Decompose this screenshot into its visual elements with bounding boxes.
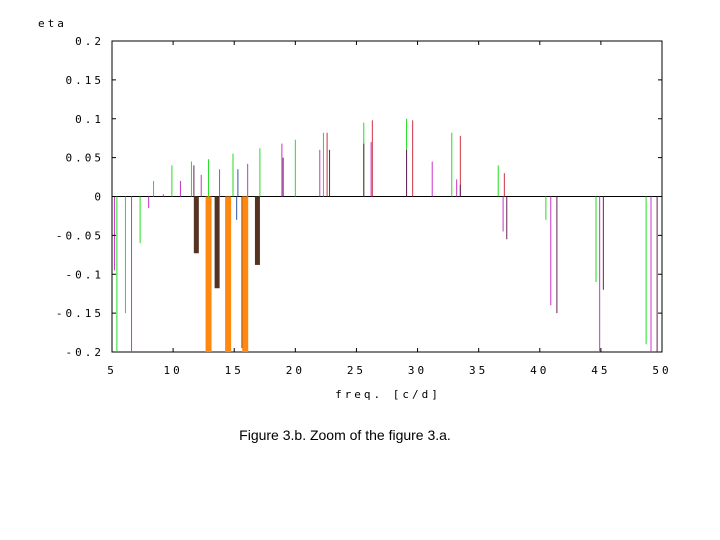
bar-mark — [200, 174, 202, 197]
x-tick-label: 5 — [107, 364, 117, 377]
bar-mark — [242, 196, 249, 352]
bar-mark — [139, 196, 141, 244]
bar-mark — [148, 196, 150, 209]
bar-mark — [459, 184, 461, 197]
axis-ticks — [111, 40, 663, 353]
bar-mark — [556, 196, 558, 314]
bar-mark — [329, 149, 331, 197]
bar-mark — [506, 196, 508, 240]
bar-mark — [645, 196, 647, 345]
chart-bars — [113, 118, 658, 352]
x-tick-label: 25 — [347, 364, 366, 377]
x-tick-label: 30 — [408, 364, 427, 377]
x-tick-label: 10 — [163, 364, 182, 377]
bar-mark — [459, 135, 461, 197]
bar-mark — [595, 196, 597, 283]
bar-mark — [153, 180, 155, 197]
bar-mark — [451, 132, 453, 197]
x-tick-label: 40 — [530, 364, 549, 377]
x-tick-label: 50 — [652, 364, 671, 377]
bar-mark — [237, 169, 239, 197]
y-tick-label: 0.1 — [75, 113, 104, 126]
bar-mark — [219, 169, 221, 197]
y-tick-label: -0.2 — [66, 346, 105, 359]
bar-mark — [225, 196, 232, 352]
x-tick-label: 35 — [469, 364, 488, 377]
x-tick-label: 15 — [225, 364, 244, 377]
y-axis-title: eta — [38, 17, 67, 30]
bar-mark — [319, 149, 321, 197]
bar-mark — [656, 196, 658, 352]
bar-mark — [193, 165, 195, 197]
bar-mark — [281, 143, 283, 197]
bar-mark — [259, 148, 261, 197]
bar-mark — [113, 196, 115, 271]
bar-mark — [254, 196, 260, 265]
bar-mark — [431, 161, 433, 197]
bar-mark — [545, 196, 547, 220]
y-tick-label: -0.1 — [66, 268, 105, 281]
x-tick-label: 20 — [286, 364, 305, 377]
bar-mark — [599, 196, 601, 352]
bar-mark — [124, 196, 126, 314]
bar-mark — [456, 179, 458, 197]
bar-mark — [208, 159, 210, 197]
bar-mark — [294, 139, 296, 197]
bar-mark — [497, 165, 499, 197]
bar-mark — [171, 165, 173, 197]
y-tick-label: 0.05 — [66, 152, 105, 165]
bar-mark — [371, 120, 373, 197]
bar-mark — [193, 196, 199, 254]
bar-mark — [162, 194, 164, 197]
x-tick-label: 45 — [591, 364, 610, 377]
figure-caption: Figure 3.b. Zoom of the figure 3.a. — [239, 427, 451, 443]
bar-mark — [116, 196, 118, 352]
x-axis-title: freq. [c/d] — [335, 388, 441, 401]
bar-mark — [406, 149, 408, 197]
bar-mark — [205, 196, 212, 352]
bar-mark — [131, 196, 133, 352]
bar-mark — [322, 132, 324, 197]
bar-mark — [370, 142, 372, 197]
tick-labels: 5 10 15 20 25 30 35 40 45 50 0.2 0.15 0.1 0.05 0 -0.05 -… — [56, 35, 671, 377]
bar-mark — [602, 196, 604, 290]
bar-mark — [412, 120, 414, 197]
bar-mark — [326, 132, 328, 197]
bar-mark — [190, 161, 192, 197]
y-tick-label: -0.15 — [56, 307, 104, 320]
bar-mark — [550, 196, 552, 306]
bar-mark — [232, 153, 234, 197]
bar-mark — [502, 196, 504, 232]
y-tick-label: 0.2 — [75, 35, 104, 48]
y-tick-label: -0.05 — [56, 229, 104, 242]
bar-mark — [236, 196, 238, 220]
bar-mark — [179, 180, 181, 197]
bar-mark — [363, 143, 365, 197]
bar-mark — [503, 173, 505, 197]
y-tick-label: 0 — [94, 191, 104, 204]
bar-mark — [214, 196, 220, 289]
bar-mark — [650, 196, 652, 352]
bar-mark — [282, 157, 284, 197]
bar-mark — [247, 163, 249, 197]
y-tick-label: 0.15 — [66, 74, 105, 87]
